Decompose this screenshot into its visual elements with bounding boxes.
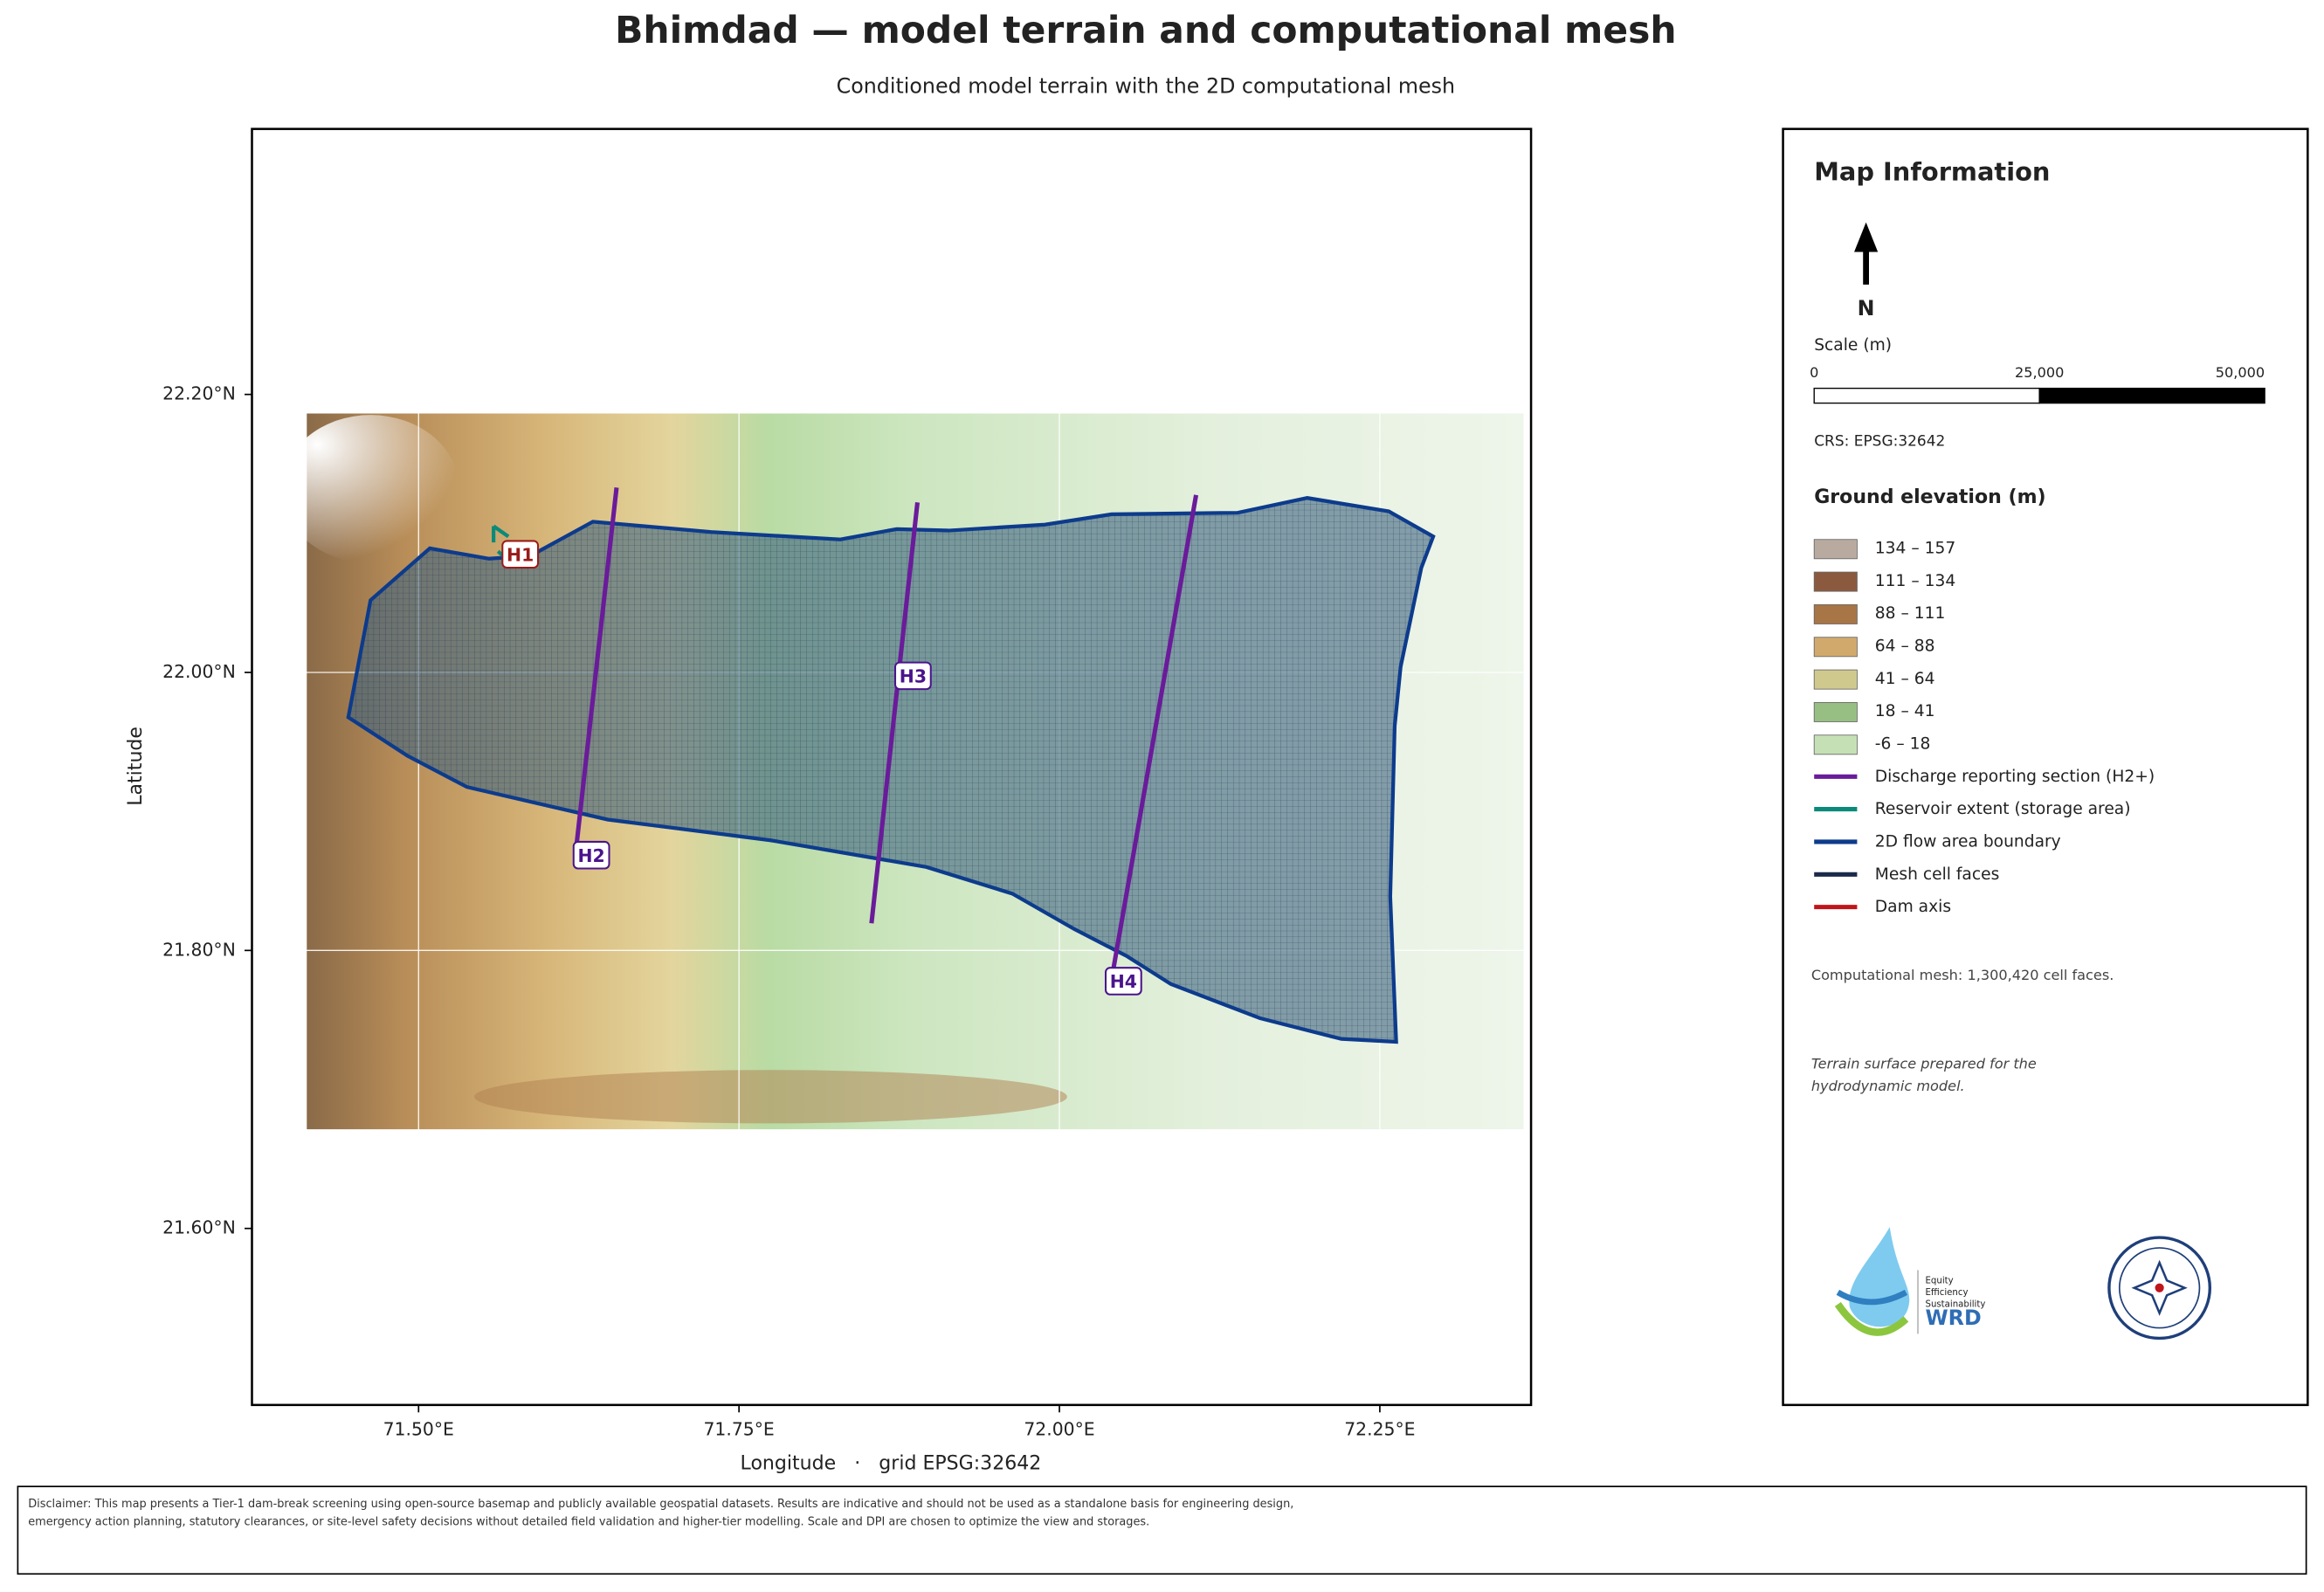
seal-star: [2131, 1259, 2188, 1316]
legend-label: 64 – 88: [1875, 637, 1935, 655]
scale-bar: 0 25,000 50,000: [1810, 364, 2265, 404]
logo-text: Sustainability: [1925, 1299, 1985, 1309]
logo-wrd: Equity Efficiency Sustainability WRD: [1834, 1227, 1985, 1336]
info-title: Map Information: [1814, 157, 2050, 187]
x-tick-label: 72.00°E: [1024, 1419, 1094, 1440]
title: Bhimdad — model terrain and computationa…: [615, 10, 1676, 52]
legend-label: 2D flow area boundary: [1875, 832, 2061, 851]
logo-text: Efficiency: [1925, 1288, 1968, 1298]
info-panel: [1782, 127, 2309, 1407]
flow-area-boundary: [346, 496, 1436, 1044]
mesh-note: Computational mesh: 1,300,420 cell faces…: [1810, 968, 2114, 984]
y-tick-label: 22.20°N: [162, 383, 236, 404]
disclaimer: Disclaimer: This map presents a Tier-1 d…: [28, 1497, 1294, 1528]
section-label-box: [894, 661, 932, 691]
section-label: H3: [900, 666, 927, 687]
logo-seal: [2107, 1236, 2212, 1340]
section-label: H1: [507, 544, 534, 565]
disclaimer-box: [17, 1485, 2307, 1575]
seal-ring: [2118, 1247, 2201, 1329]
logo-text: WRD: [1925, 1306, 1981, 1330]
terrain-highlands: [281, 415, 460, 563]
subtitle: Conditioned model terrain with the 2D co…: [837, 74, 1455, 99]
scale-segment: [2038, 387, 2265, 404]
x-axis-label: Longitude · grid EPSG:32642: [741, 1453, 1042, 1475]
section-line: [869, 502, 921, 924]
seal-ring: [2107, 1236, 2212, 1340]
section-label-box: [572, 840, 610, 870]
scale-label: 50,000: [2216, 364, 2265, 381]
legend-label: 111 – 134: [1875, 572, 1955, 590]
section-line: [574, 487, 619, 845]
legend-label: -6 – 18: [1875, 734, 1931, 753]
legend-swatch: [1813, 669, 1858, 690]
note-box: Computational mesh: 1,300,420 cell faces…: [1810, 968, 2114, 984]
legend-label: 41 – 64: [1875, 670, 1935, 688]
legend-swatch: [1813, 637, 1858, 658]
x-tick-label: 71.50°E: [383, 1419, 454, 1440]
legend: 134 – 157 111 – 134 88 – 111 64 – 88 41 – 64…: [1813, 539, 2155, 916]
section-label-box: [501, 540, 540, 569]
legend-swatch: [1813, 603, 1858, 624]
x-tick-label: 72.25°E: [1344, 1419, 1415, 1440]
legend-label: Mesh cell faces: [1875, 865, 2000, 884]
scale-title: Scale (m): [1814, 336, 1892, 355]
y-tick-label: 21.80°N: [162, 939, 236, 960]
map-frame: [251, 127, 1533, 1407]
legend-label: Discharge reporting section (H2+): [1875, 768, 2155, 786]
legend-swatch: [1813, 701, 1858, 722]
disclaimer-wrap: Disclaimer: This map presents a Tier-1 d…: [28, 1497, 1294, 1528]
flow-area: [346, 496, 1436, 1044]
note-box: Terrain surface prepared for the hydrody…: [1810, 1057, 2037, 1096]
legend-title: Ground elevation (m): [1814, 486, 2045, 508]
section-label: H2: [578, 845, 605, 866]
legend-swatch: [1813, 539, 1858, 560]
y-tick-label: 22.00°N: [162, 661, 236, 682]
legend-label: 88 – 111: [1875, 604, 1946, 623]
section-labels: H1 H2 H3 H4: [501, 540, 1142, 996]
y-tick-label: 21.60°N: [162, 1217, 236, 1238]
scale-label: 25,000: [2015, 364, 2064, 381]
logo-leaf: [1834, 1301, 1909, 1336]
legend-swatch: [1813, 734, 1858, 755]
seal-center: [2155, 1283, 2164, 1292]
logo-wave: [1836, 1289, 1908, 1306]
legend-label: Reservoir extent (storage area): [1875, 800, 2131, 818]
logo-text: Equity: [1925, 1276, 1953, 1285]
legend-label: 18 – 41: [1875, 702, 1935, 720]
terrain-note: Terrain surface prepared for the hydrody…: [1810, 1057, 2037, 1096]
y-axis-label: Latitude: [125, 727, 147, 806]
north-label: N: [1858, 296, 1875, 320]
north-arrow: [1854, 222, 1879, 285]
legend-label: 134 – 157: [1875, 539, 1955, 557]
section-line: [1110, 494, 1199, 972]
crs: CRS: EPSG:32642: [1814, 433, 1945, 451]
scale-label: 0: [1810, 364, 1818, 381]
section-label: H4: [1110, 971, 1137, 992]
legend-swatch: [1813, 571, 1858, 592]
legend-label: Dam axis: [1875, 898, 1951, 916]
terrain-ridge: [474, 1070, 1067, 1124]
scale-segment: [1813, 387, 2040, 404]
section-label-box: [1104, 967, 1142, 996]
x-tick-label: 71.75°E: [703, 1419, 774, 1440]
